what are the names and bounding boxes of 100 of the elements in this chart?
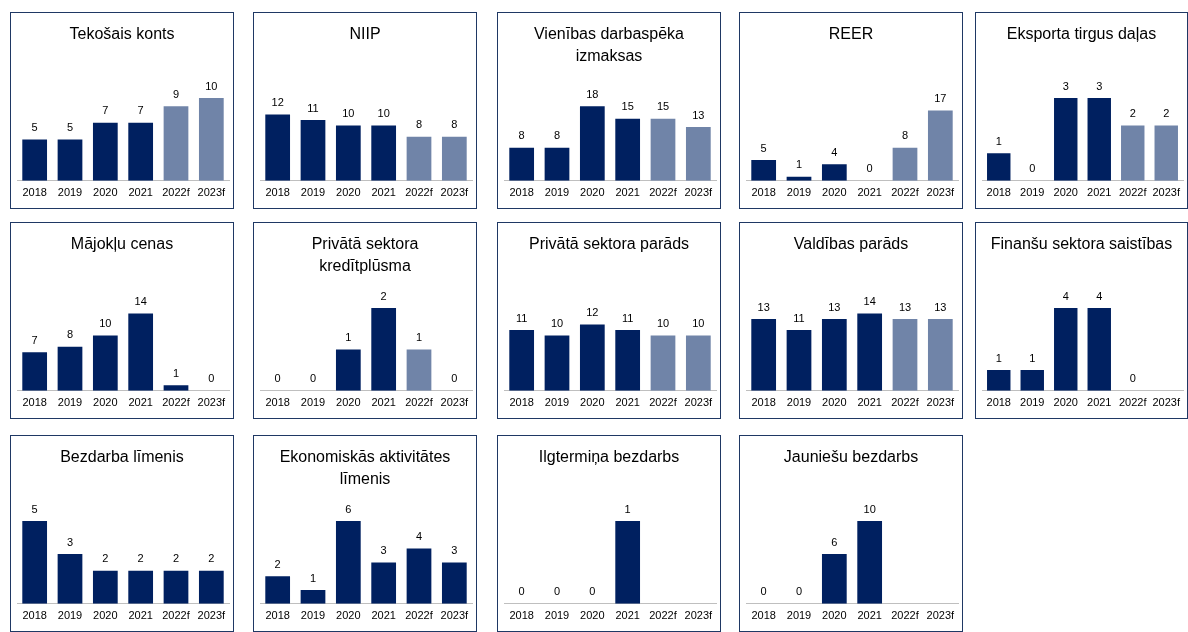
x-tick-label: 2021 [128,609,153,622]
x-tick-label: 2020 [822,396,847,409]
x-tick-label: 2022f [162,396,191,409]
chart-title: Ekonomiskās aktivitātes līmenis [278,447,452,489]
data-label: 6 [345,502,352,515]
bar [300,590,326,604]
x-tick-label: 2020 [1053,396,1078,409]
data-label: 8 [415,118,423,131]
chart-title: Tekošais konts [68,24,176,44]
x-tick-label: 2020 [1053,186,1078,199]
bar [198,98,224,181]
bar [441,562,467,604]
bar [892,147,918,181]
x-tick-label: 2023f [926,396,956,409]
data-label: 0 [795,585,803,598]
data-label: 0 [1029,162,1036,175]
bar [335,125,361,181]
data-label: 13 [934,300,947,313]
x-tick-label: 2021 [371,396,396,409]
bar [22,352,48,391]
x-tick-label: 2020 [93,396,118,409]
x-tick-label: 2019 [544,186,570,199]
data-label: 12 [586,306,599,319]
x-tick-label: 2023f [197,396,227,409]
data-label: 1 [345,330,352,343]
data-label: 1 [995,134,1002,147]
bar [615,118,641,181]
data-label: 5 [760,141,767,154]
data-label: 10 [205,79,218,92]
x-tick-label: 2023f [440,609,470,622]
data-label: 3 [380,543,387,556]
x-tick-label: 2018 [265,186,290,199]
data-label: 1 [1029,351,1036,364]
x-tick-label: 2019 [57,186,83,199]
data-label: 2 [380,289,387,302]
bar [92,335,118,391]
x-tick-label: 2018 [751,609,776,622]
x-tick-label: 2020 [822,186,847,199]
x-tick-label: 2020 [336,396,361,409]
bar [509,147,535,181]
x-tick-label: 2021 [615,609,640,622]
x-tick-label: 2021 [371,609,396,622]
chart-title: Vienības darbaspēka izmaksas [532,24,685,66]
x-tick-label: 2022f [162,186,191,199]
x-tick-label: 2021 [857,609,882,622]
data-label: 1 [795,158,803,171]
bar [441,136,467,181]
x-tick-label: 2022f [405,609,434,622]
data-label: 18 [586,87,599,100]
chart-title: Valdības parāds [792,234,910,254]
data-label: 13 [898,300,912,313]
x-tick-label: 2020 [336,186,361,199]
data-label: 2 [208,552,215,565]
data-label: 4 [1062,289,1069,302]
x-tick-label: 2019 [1020,186,1045,199]
x-tick-label: 2022f [649,609,678,622]
data-label: 11 [515,311,528,324]
data-label: 13 [692,108,705,121]
x-tick-label: 2021 [857,396,882,409]
data-label: 6 [831,535,838,548]
bar [300,120,326,181]
bar [265,114,291,181]
data-label: 7 [102,104,109,117]
data-label: 1 [415,330,423,343]
data-label: 0 [208,372,215,385]
data-label: 3 [1062,79,1069,92]
data-label: 4 [831,145,838,158]
data-label: 0 [1129,372,1136,385]
data-label: 2 [102,552,109,565]
bar [650,118,676,181]
chart-title: REER [827,24,875,44]
chart-title: Bezdarba līmenis [59,447,185,467]
data-label: 14 [863,295,876,308]
x-tick-label: 2023f [440,396,470,409]
chart-title: Finanšu sektora saistības [989,234,1174,254]
bar [927,110,953,181]
data-label: 5 [66,120,74,133]
data-label: 12 [271,96,284,109]
data-label: 13 [828,300,841,313]
bar [335,521,361,604]
x-tick-label: 2019 [300,396,326,409]
x-tick-label: 2018 [986,396,1011,409]
bar [685,126,711,181]
x-tick-label: 2018 [986,186,1011,199]
data-label: 0 [553,585,561,598]
bar [544,147,570,181]
x-tick-label: 2022f [649,396,678,409]
x-tick-label: 2021 [128,186,153,199]
bar [406,548,432,604]
bar [371,125,397,181]
data-label: 13 [757,300,770,313]
data-label: 8 [518,129,525,142]
data-label: 0 [274,372,281,385]
x-tick-label: 2018 [22,186,47,199]
x-tick-label: 2023f [926,186,956,199]
data-label: 10 [550,317,564,330]
data-label: 8 [901,129,909,142]
data-label: 11 [621,311,634,324]
chart-title: NIIP [348,24,382,44]
x-tick-label: 2020 [93,186,118,199]
